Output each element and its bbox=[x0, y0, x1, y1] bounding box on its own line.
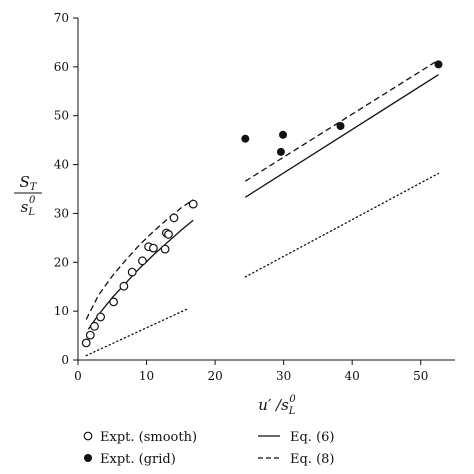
legend-label-eq8: Eq. (8) bbox=[290, 452, 335, 467]
point-smooth-1 bbox=[85, 330, 95, 340]
legend-label-eq6: Eq. (6) bbox=[290, 430, 335, 445]
x-tick-label: 0 bbox=[74, 369, 82, 383]
y-tick-label: 0 bbox=[61, 353, 69, 367]
point-smooth-10 bbox=[160, 244, 170, 254]
series-2-line-solid-1 bbox=[244, 74, 439, 198]
point-grid-2 bbox=[279, 130, 287, 139]
point-grid-0 bbox=[241, 134, 250, 143]
point-smooth-12 bbox=[164, 229, 173, 239]
point-smooth-7 bbox=[137, 256, 147, 266]
y-tick-label: 50 bbox=[54, 109, 69, 123]
point-smooth-13 bbox=[169, 213, 179, 223]
x-axis-label: u′ /sL0 bbox=[258, 394, 296, 417]
axes: 0 10 20 30 40 50 0 10 20 30 40 50 60 70 bbox=[54, 11, 455, 383]
series-4-line-dotted-1 bbox=[244, 172, 440, 278]
series-3-line-dashed-1 bbox=[244, 59, 439, 182]
y-tick-label: 60 bbox=[54, 60, 69, 74]
point-grid-1 bbox=[276, 147, 285, 156]
x-tick-label: 10 bbox=[139, 369, 154, 383]
x-tick-label: 40 bbox=[345, 369, 360, 383]
point-smooth-0 bbox=[81, 338, 91, 348]
point-smooth-6 bbox=[127, 267, 137, 277]
point-grid-4 bbox=[434, 60, 443, 69]
svg-text:ST: ST bbox=[20, 173, 38, 193]
point-smooth-5 bbox=[119, 281, 129, 291]
point-grid-3 bbox=[336, 122, 345, 130]
point-smooth-3 bbox=[96, 312, 105, 322]
y-tick-label: 10 bbox=[54, 304, 69, 318]
y-axis-label: ST sL0 bbox=[14, 173, 42, 218]
y-tick-label: 70 bbox=[54, 11, 69, 25]
legend-label-smooth: Expt. (smooth) bbox=[100, 430, 197, 445]
series-2-line-solid-0 bbox=[87, 219, 194, 330]
y-tick-label: 20 bbox=[54, 255, 69, 269]
data-points bbox=[81, 60, 443, 348]
y-tick-label: 30 bbox=[54, 206, 69, 220]
point-smooth-9 bbox=[148, 243, 158, 253]
legend-marker-smooth bbox=[83, 431, 93, 441]
svg-text:sL0: sL0 bbox=[21, 195, 36, 218]
x-tick-label: 30 bbox=[276, 369, 291, 383]
point-smooth-4 bbox=[109, 297, 118, 307]
point-smooth-2 bbox=[90, 321, 99, 331]
legend-marker-grid bbox=[84, 454, 92, 462]
x-tick-label: 50 bbox=[413, 369, 428, 383]
svg-text:u′ /sL0: u′ /sL0 bbox=[258, 394, 296, 417]
legend-label-grid: Expt. (grid) bbox=[100, 452, 176, 467]
point-smooth-14 bbox=[188, 199, 198, 209]
curves bbox=[85, 59, 440, 357]
legend: Expt. (smooth) Expt. (grid) Eq. (6) Eq. … bbox=[83, 430, 335, 467]
x-tick-label: 20 bbox=[207, 369, 222, 383]
y-tick-label: 40 bbox=[54, 158, 69, 172]
